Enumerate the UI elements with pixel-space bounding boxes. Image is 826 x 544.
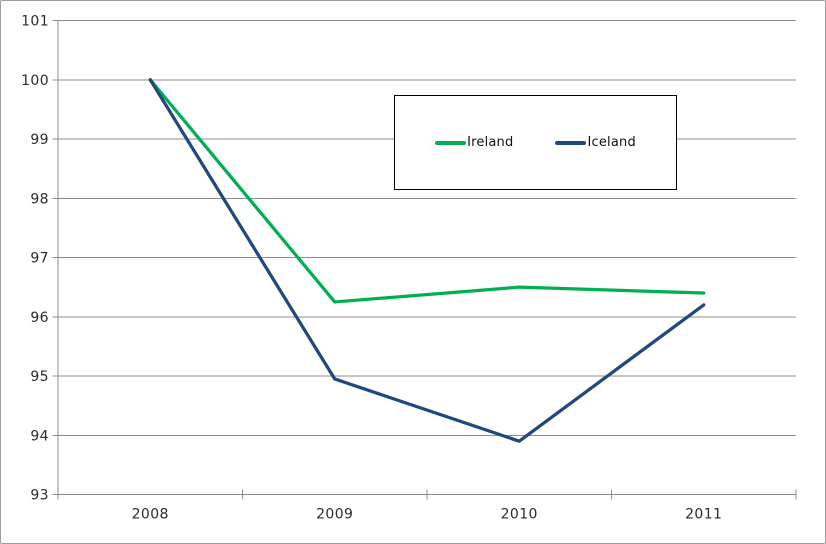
y-tick-label: 97: [30, 251, 49, 267]
x-tick-label: 2011: [685, 507, 722, 523]
y-tick-label: 96: [30, 310, 49, 326]
x-tick-label: 2008: [132, 507, 169, 523]
legend-item-ireland: Ireland: [435, 135, 513, 150]
chart-legend: Ireland Iceland: [394, 95, 677, 190]
y-tick-label: 101: [21, 14, 49, 30]
x-tick-label: 2009: [316, 507, 353, 523]
series-line-iceland: [148, 78, 706, 443]
x-tick-label: 2010: [501, 507, 538, 523]
legend-line-swatch: [555, 140, 587, 145]
y-tick-label: 99: [30, 132, 49, 148]
legend-label: Iceland: [587, 135, 636, 150]
legend-line-swatch: [435, 140, 467, 145]
series-line-ireland: [148, 78, 706, 304]
y-tick-label: 95: [30, 369, 49, 385]
y-tick-label: 98: [30, 191, 49, 207]
y-tick-label: 94: [30, 428, 49, 444]
legend-label: Ireland: [467, 135, 514, 150]
legend-item-iceland: Iceland: [555, 135, 636, 150]
y-tick-label: 93: [30, 488, 49, 504]
y-tick-label: 100: [21, 73, 49, 89]
